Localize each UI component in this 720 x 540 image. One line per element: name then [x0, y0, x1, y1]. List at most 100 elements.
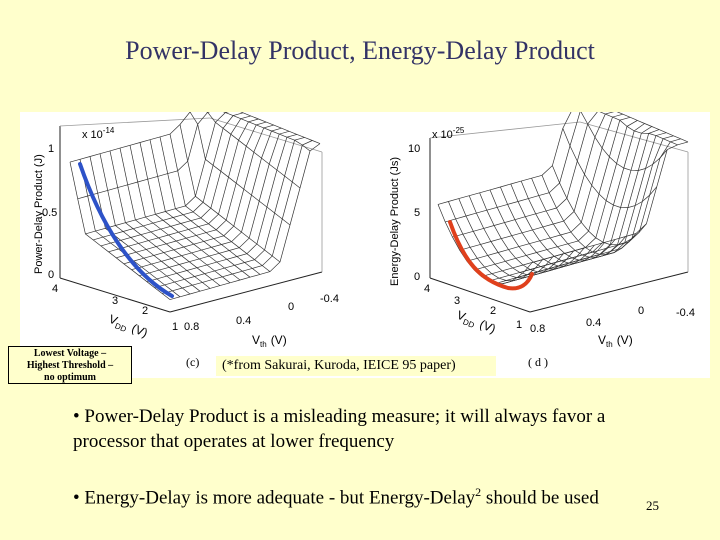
mesh-line — [437, 204, 533, 284]
slide-title: Power-Delay Product, Energy-Delay Produc… — [125, 36, 595, 65]
mesh-line — [77, 112, 211, 200]
left-vth-tick-0: 0 — [288, 301, 294, 313]
callout-line-2: Highest Threshold – — [26, 360, 114, 371]
mesh-line — [129, 145, 231, 284]
mesh-line — [69, 112, 192, 163]
right-vth-axis-label: Vth (V) — [598, 333, 633, 349]
mesh-line — [458, 198, 554, 279]
mesh-line — [459, 112, 615, 251]
mesh-line — [154, 137, 305, 289]
mesh-line — [159, 136, 261, 275]
left-z-axis-label: Power-Delay Product (J) — [33, 154, 45, 274]
callout-line-1: Lowest Voltage – — [33, 348, 107, 359]
mesh-line — [531, 178, 626, 258]
mesh-line — [108, 118, 259, 253]
left-z-tick-0: 0 — [48, 269, 54, 281]
right-vdd-axis-label: VDD (V) — [454, 308, 498, 338]
mesh-line — [445, 112, 581, 223]
right-vdd-tick-2: 2 — [490, 305, 496, 317]
bullet-energy-delay-tail: should be used — [481, 487, 599, 509]
left-surface-mesh — [69, 112, 321, 300]
mesh-line — [552, 165, 647, 246]
mesh-line — [562, 128, 658, 208]
mesh-line — [169, 143, 321, 300]
left-vth-tick-0.4: 0.4 — [236, 315, 251, 327]
left-vdd-axis — [59, 277, 171, 313]
mesh-line — [69, 162, 171, 300]
page-number: 25 — [646, 498, 659, 513]
left-z-tick-1: 1 — [48, 143, 54, 155]
left-vth-axis — [169, 271, 323, 313]
right-z-tick-10: 10 — [408, 143, 420, 155]
mesh-line — [489, 189, 585, 270]
mesh-line — [517, 135, 674, 278]
mesh-line — [616, 112, 689, 143]
right-z-tick-0: 0 — [414, 271, 420, 283]
mesh-line — [109, 150, 211, 289]
mesh-line — [510, 183, 606, 264]
right-z-axis-label: Energy-Delay Product (Js) — [389, 157, 401, 286]
mesh-line — [85, 112, 229, 235]
surface-plots-svg: x 10-14 Power-Delay Product (J) 1 0.5 0 … — [33, 112, 695, 369]
left-highlight-curve — [78, 162, 174, 298]
right-exponent-label: x 10-25 — [432, 126, 465, 141]
lowest-voltage-callout: Lowest Voltage – Highest Threshold – no … — [8, 346, 132, 384]
mesh-line — [162, 140, 313, 294]
right-vth-tick-0: 0 — [638, 305, 644, 317]
left-vdd-tick-2: 2 — [142, 305, 148, 317]
left-vdd-axis-label: VDD (V) — [106, 312, 150, 342]
source-citation: (*from Sakurai, Kuroda, IEICE 95 paper) — [216, 356, 496, 376]
mesh-line — [474, 116, 631, 271]
left-vdd-tick-4: 4 — [52, 283, 58, 295]
left-vth-tick-neg0.4: -0.4 — [320, 293, 339, 305]
mesh-line — [448, 201, 543, 282]
right-surface-plot: x 10-25 Energy-Delay Product (Js) 10 5 0… — [389, 112, 695, 369]
bullet-energy-delay-text: • Energy-Delay is more adequate - but En… — [73, 487, 476, 509]
left-vth-tick-0.8: 0.8 — [184, 321, 199, 333]
mesh-line — [189, 112, 291, 226]
right-vth-tick-neg0.4: -0.4 — [676, 307, 695, 319]
mesh-line — [100, 115, 251, 247]
mesh-line — [452, 112, 598, 238]
left-vdd-tick-3: 3 — [112, 295, 118, 307]
mesh-line — [149, 139, 251, 278]
left-vdd-tick-1: 1 — [172, 321, 178, 333]
mesh-line — [146, 134, 297, 283]
right-vdd-tick-4: 4 — [424, 283, 430, 295]
right-vdd-tick-1: 1 — [516, 319, 522, 331]
right-z-tick-5: 5 — [414, 207, 420, 219]
mesh-line — [541, 175, 637, 255]
right-vth-axis — [529, 271, 689, 313]
mesh-line — [139, 130, 290, 277]
mesh-line — [466, 113, 623, 262]
mesh-line — [500, 186, 595, 267]
mesh-line — [599, 112, 678, 146]
mesh-line — [89, 156, 191, 295]
mesh-line — [531, 141, 689, 264]
right-panel-label: ( d ) — [528, 355, 548, 369]
mesh-line — [222, 112, 311, 152]
mesh-line — [580, 112, 668, 171]
surface-plots-figure: x 10-14 Power-Delay Product (J) 1 0.5 0 … — [20, 112, 710, 378]
right-vth-tick-0.4: 0.4 — [586, 317, 601, 329]
mesh-line — [479, 192, 574, 273]
left-vth-axis-label: Vth (V) — [252, 333, 287, 349]
mesh-line — [468, 195, 564, 276]
left-z-tick-0.5: 0.5 — [42, 207, 57, 219]
left-surface-plot: x 10-14 Power-Delay Product (J) 1 0.5 0 … — [33, 112, 339, 369]
right-back-edge-2 — [579, 121, 689, 153]
bullet-energy-delay: • Energy-Delay is more adequate - but En… — [73, 480, 673, 510]
mesh-line — [179, 124, 281, 263]
left-back-edge — [59, 117, 211, 127]
mesh-line — [99, 153, 201, 292]
mesh-line — [123, 124, 274, 265]
left-exponent-label: x 10-14 — [82, 126, 115, 141]
mesh-line — [520, 180, 616, 261]
right-highlight-curve — [448, 220, 534, 291]
mesh-line — [437, 112, 572, 205]
mesh-line — [131, 127, 282, 271]
left-panel-label: (c) — [186, 355, 199, 369]
right-vdd-axis — [429, 277, 531, 313]
bullet-power-delay: • Power-Delay Product is a misleading me… — [73, 406, 606, 452]
right-vdd-tick-3: 3 — [454, 295, 460, 307]
